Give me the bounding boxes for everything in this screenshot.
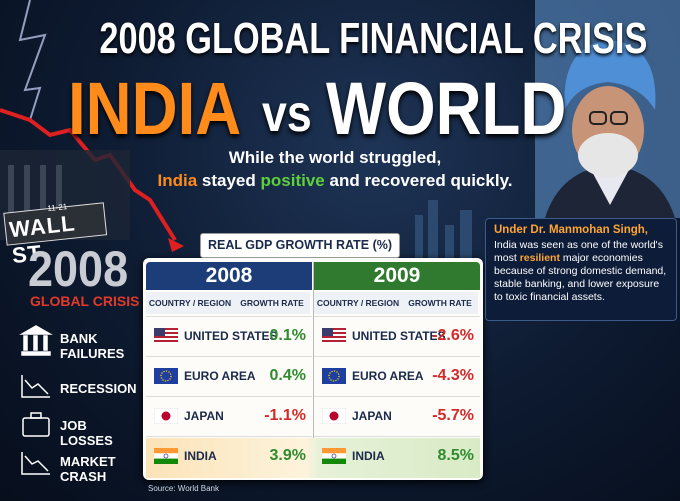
source: Source: World Bank	[148, 484, 219, 493]
callout-text: India was seen as one of the world's mos…	[494, 239, 663, 264]
india-highlight	[146, 438, 480, 478]
flag	[153, 407, 179, 425]
subtitle-india: India	[157, 171, 198, 190]
flag	[322, 328, 346, 344]
country: UNITED STATES	[184, 329, 278, 343]
country: UNITED STATES	[352, 329, 446, 343]
subtitle: India stayed positive and recovered quic…	[150, 171, 520, 191]
country: JAPAN	[352, 409, 392, 423]
growth-rate: 8.5%	[437, 447, 474, 464]
column-header: COUNTRY / REGION	[146, 292, 234, 314]
country: INDIA	[184, 449, 217, 463]
table-row	[146, 396, 312, 436]
growth-rate: -4.3%	[432, 367, 474, 384]
callout-text: major economies because of strong domest…	[494, 252, 667, 303]
table-row	[146, 316, 312, 356]
subtitle: While the world struggled,	[228, 148, 442, 167]
year-header: 2008	[146, 262, 312, 290]
growth-rate: -2.6%	[432, 327, 474, 344]
crisis-label: GLOBAL CRISIS	[30, 293, 140, 309]
table-row	[146, 356, 312, 396]
subtitle-text: stayed	[201, 171, 256, 190]
table-row	[146, 436, 312, 476]
table-row	[314, 396, 480, 436]
callout-highlight: resilient	[519, 252, 560, 264]
growth-rate: -5.7%	[432, 407, 474, 424]
subtitle-positive: positive	[260, 171, 325, 190]
growth-rate: 3.9%	[269, 447, 306, 464]
column-header: GROWTH RATE	[402, 292, 478, 314]
country: EURO AREA	[184, 369, 256, 383]
flag	[322, 368, 346, 384]
title-india: INDIA	[68, 67, 242, 150]
crisis-year: 2008	[28, 241, 129, 297]
crisis-item: RECESSION	[60, 381, 137, 396]
title: 2008 GLOBAL FINANCIAL CRISIS	[99, 14, 648, 63]
subtitle-text: and recovered quickly.	[329, 171, 513, 190]
year-header: 2009	[314, 262, 480, 290]
growth-rate: 0.1%	[269, 327, 306, 344]
growth-rate: -1.1%	[264, 407, 306, 424]
flag	[154, 328, 178, 344]
divider	[313, 262, 314, 478]
table-row	[314, 356, 480, 396]
flag	[154, 448, 178, 464]
crisis-item: MARKET CRASH	[60, 454, 116, 484]
flag	[322, 448, 346, 464]
callout-heading: Under Dr. Manmohan Singh,	[494, 224, 648, 236]
flag	[321, 407, 347, 425]
country: INDIA	[352, 449, 385, 463]
growth-rate: 0.4%	[269, 367, 306, 384]
column-header: GROWTH RATE	[234, 292, 310, 314]
flag	[154, 368, 178, 384]
table-row	[314, 316, 480, 356]
crisis-item: BANK FAILURES	[60, 331, 125, 361]
callout: Under Dr. Manmohan Singh, India was seen…	[485, 218, 677, 321]
table-row	[314, 436, 480, 476]
country: EURO AREA	[352, 369, 424, 383]
column-header: COUNTRY / REGION	[314, 292, 402, 314]
country: JAPAN	[184, 409, 224, 423]
table-title: REAL GDP GROWTH RATE (%)	[200, 233, 400, 258]
gdp-table: 2008 2009 COUNTRY / REGION GROWTH RATE UNI…	[143, 258, 483, 480]
crisis-item: JOB LOSSES	[60, 418, 113, 448]
title-vs: vs	[262, 85, 312, 143]
title-world: WORLD	[326, 67, 567, 150]
